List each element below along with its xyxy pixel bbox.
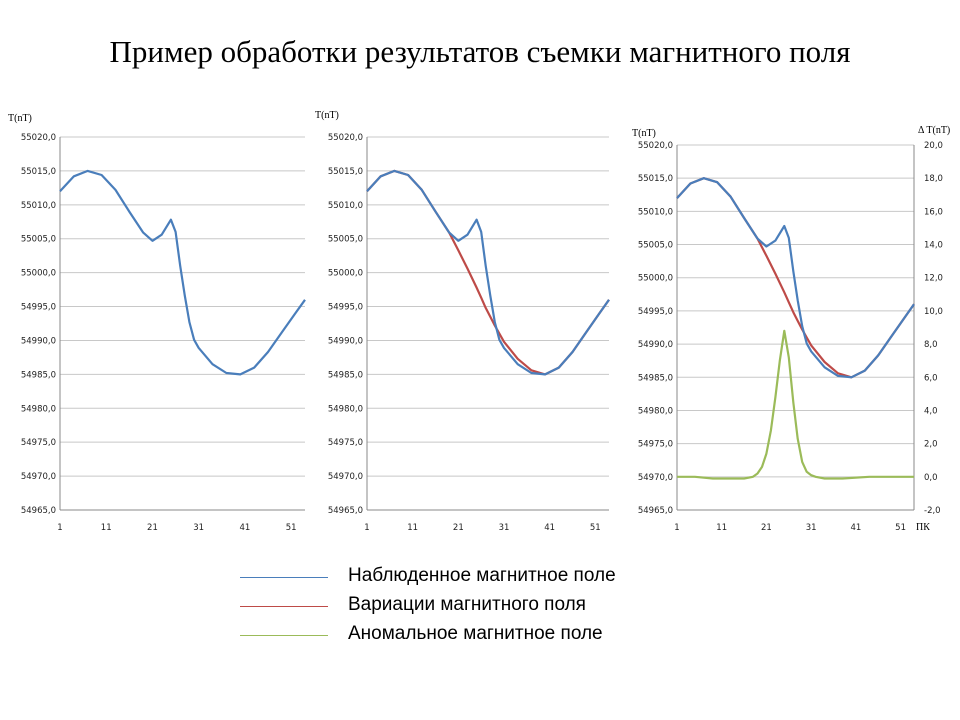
x-tick-label: 11 [716, 523, 727, 533]
y-right-tick-label: 8,0 [924, 340, 938, 350]
series-line-observed [676, 177, 915, 379]
y-tick-label: 54970,0 [21, 472, 56, 482]
y-tick-label: 54965,0 [21, 506, 56, 516]
y-tick-label: 54995,0 [328, 303, 363, 313]
y-right-tick-label: 0,0 [924, 473, 938, 483]
legend-swatch-anomaly [240, 635, 328, 636]
y-tick-label: 54990,0 [328, 336, 363, 346]
x-tick-label: 51 [895, 523, 906, 533]
y-tick-label: 54995,0 [21, 303, 56, 313]
y-tick-label: 54985,0 [638, 373, 673, 383]
x-tick-label: 1 [674, 523, 679, 533]
y-right-tick-label: 14,0 [924, 241, 943, 251]
y-right-tick-label: 10,0 [924, 307, 943, 317]
y-tick-label: 54980,0 [638, 406, 673, 416]
y-tick-label: 55005,0 [638, 241, 673, 251]
x-tick-label: 41 [544, 523, 555, 533]
y-axis-title: T(nT) [8, 113, 32, 124]
y-axis-title: T(nT) [315, 110, 339, 121]
y-tick-label: 55020,0 [328, 133, 363, 143]
y-right-tick-label: 20,0 [924, 141, 943, 151]
y-tick-label: 54970,0 [328, 472, 363, 482]
y-tick-label: 54995,0 [638, 307, 673, 317]
chart-panel-2: 54965,0 54970,0 54975,0 54980,0 54985,0 54990… [315, 110, 610, 533]
y-tick-label: 55015,0 [21, 167, 56, 177]
y-tick-label: 54970,0 [638, 473, 673, 483]
y-tick-label: 54990,0 [638, 340, 673, 350]
y-tick-label: 55015,0 [638, 174, 673, 184]
y-tick-label: 55010,0 [638, 207, 673, 217]
x-tick-label: 41 [239, 523, 250, 533]
y-tick-label: 54980,0 [328, 404, 363, 414]
charts-area: 54965,0 54970,0 54975,0 54980,0 54985,0 54990… [8, 110, 950, 533]
y-right-tick-label: 2,0 [924, 440, 938, 450]
x-tick-label: 1 [364, 523, 369, 533]
y-right-tick-label: 16,0 [924, 207, 943, 217]
y-tick-label: 55010,0 [328, 201, 363, 211]
y-tick-label: 54975,0 [638, 440, 673, 450]
y-tick-label: 54990,0 [21, 336, 56, 346]
y-tick-label: 55000,0 [328, 269, 363, 279]
x-tick-label: 31 [499, 523, 510, 533]
y-tick-label: 54975,0 [21, 438, 56, 448]
legend-item-variation: Вариации магнитного поля [240, 594, 760, 623]
y-tick-label: 55005,0 [21, 235, 56, 245]
y-right-tick-label: 6,0 [924, 373, 938, 383]
legend-label-variation: Вариации магнитного поля [348, 594, 586, 615]
chart-panel-1: 54965,0 54970,0 54975,0 54980,0 54985,0 54990… [8, 113, 306, 533]
x-tick-label: 21 [453, 523, 464, 533]
legend-label-anomaly: Аномальное магнитное поле [348, 623, 603, 644]
x-tick-label: 21 [761, 523, 772, 533]
legend-label-observed: Наблюденное магнитное поле [348, 565, 616, 586]
x-tick-label: 11 [407, 523, 418, 533]
y-right-axis-title: Δ T(nT) [918, 125, 950, 136]
slide-title: Пример обработки результатов съемки магн… [109, 34, 851, 69]
legend-item-anomaly: Аномальное магнитное поле [240, 623, 760, 652]
y-tick-label: 55020,0 [21, 133, 56, 143]
series-line-observed [59, 169, 306, 376]
y-tick-label: 55005,0 [328, 235, 363, 245]
y-tick-label: 54985,0 [328, 370, 363, 380]
y-tick-label: 54985,0 [21, 370, 56, 380]
x-tick-label: 41 [850, 523, 861, 533]
y-tick-label: 55000,0 [21, 269, 56, 279]
x-tick-label: 51 [590, 523, 601, 533]
y-right-tick-label: 18,0 [924, 174, 943, 184]
y-tick-label: 55000,0 [638, 274, 673, 284]
y-tick-label: 54980,0 [21, 404, 56, 414]
x-tick-label: 21 [147, 523, 158, 533]
y-right-tick-label: -2,0 [924, 506, 941, 516]
y-tick-label: 54975,0 [328, 438, 363, 448]
series-line-anomaly [677, 329, 914, 480]
y-tick-label: 54965,0 [328, 506, 363, 516]
y-tick-label: 55010,0 [21, 201, 56, 211]
y-right-tick-label: 4,0 [924, 406, 938, 416]
legend-item-observed: Наблюденное магнитное поле [240, 565, 760, 594]
x-axis-title: ПК [916, 522, 930, 533]
y-axis-title: T(nT) [632, 128, 656, 139]
y-tick-label: 55020,0 [638, 141, 673, 151]
y-right-tick-label: 12,0 [924, 274, 943, 284]
series-line-observed [366, 169, 610, 376]
legend-swatch-variation [240, 606, 328, 607]
x-tick-label: 1 [57, 523, 62, 533]
y-tick-label: 55015,0 [328, 167, 363, 177]
x-tick-label: 31 [193, 523, 204, 533]
x-tick-label: 51 [286, 523, 297, 533]
legend-swatch-observed [240, 577, 328, 578]
chart-panel-3: 54965,0 54970,0 54975,0 54980,0 54985,0 54990… [632, 125, 950, 533]
x-tick-label: 11 [101, 523, 112, 533]
x-tick-label: 31 [806, 523, 817, 533]
y-tick-label: 54965,0 [638, 506, 673, 516]
legend: Наблюденное магнитное поле Вариации магн… [240, 565, 760, 652]
